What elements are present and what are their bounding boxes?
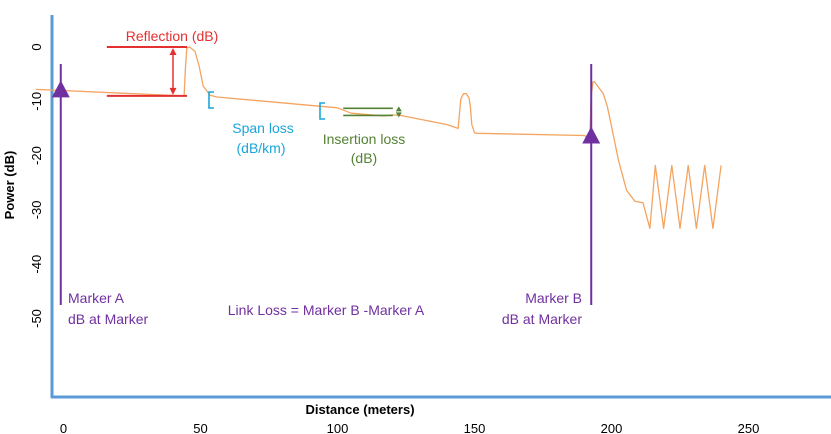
insertion-loss-label-line1: Insertion loss	[323, 131, 405, 147]
reflection-annotation: Reflection (dB)	[106, 28, 219, 97]
y-tick-label: -40	[29, 255, 44, 274]
x-tick-label: 150	[464, 421, 486, 434]
marker-b-label: Marker B	[525, 290, 582, 306]
otdr-trace-line	[36, 46, 722, 230]
y-tick-label: 0	[29, 43, 44, 50]
link-loss-formula: Link Loss = Marker B -Marker A	[228, 302, 425, 318]
marker-a-label: Marker A	[68, 290, 125, 306]
insertion-loss-annotation: Insertion loss (dB)	[323, 106, 405, 166]
marker-b-sublabel: dB at Marker	[502, 311, 582, 327]
y-tick-label: -30	[29, 201, 44, 220]
reflection-label: Reflection (dB)	[126, 28, 219, 44]
y-tick-label: -10	[29, 92, 44, 111]
y-tick-labels: 0 -10 -20 -30 -40 -50	[29, 43, 44, 328]
span-loss-bracket-right	[319, 102, 325, 120]
insertion-arrow-head-up	[395, 106, 402, 112]
y-tick-label: -50	[29, 309, 44, 328]
x-axis-title: Distance (meters)	[305, 402, 414, 417]
span-loss-label-line2: (dB/km)	[237, 140, 286, 156]
event-markers	[51, 64, 601, 305]
marker-triangle-a	[51, 80, 70, 98]
x-tick-label: 0	[60, 421, 67, 434]
span-loss-annotation: Span loss (dB/km)	[208, 91, 325, 156]
x-tick-label: 250	[738, 421, 760, 434]
insertion-loss-label-line2: (dB)	[351, 150, 377, 166]
reflection-arrow-head-down	[169, 87, 177, 95]
x-tick-label: 200	[601, 421, 623, 434]
span-loss-label-line1: Span loss	[232, 120, 293, 136]
y-tick-label: -20	[29, 146, 44, 165]
insertion-arrow-head-down	[395, 112, 402, 118]
x-tick-labels: 0 50 100 150 200 250	[60, 421, 759, 434]
span-loss-bracket-left	[208, 91, 214, 109]
y-axis-title: Power (dB)	[2, 151, 17, 220]
marker-triangle-b	[582, 126, 601, 144]
reflection-arrow-head-up	[169, 48, 177, 55]
marker-a-sublabel: dB at Marker	[68, 311, 148, 327]
x-tick-label: 100	[327, 421, 349, 434]
x-tick-label: 50	[193, 421, 207, 434]
